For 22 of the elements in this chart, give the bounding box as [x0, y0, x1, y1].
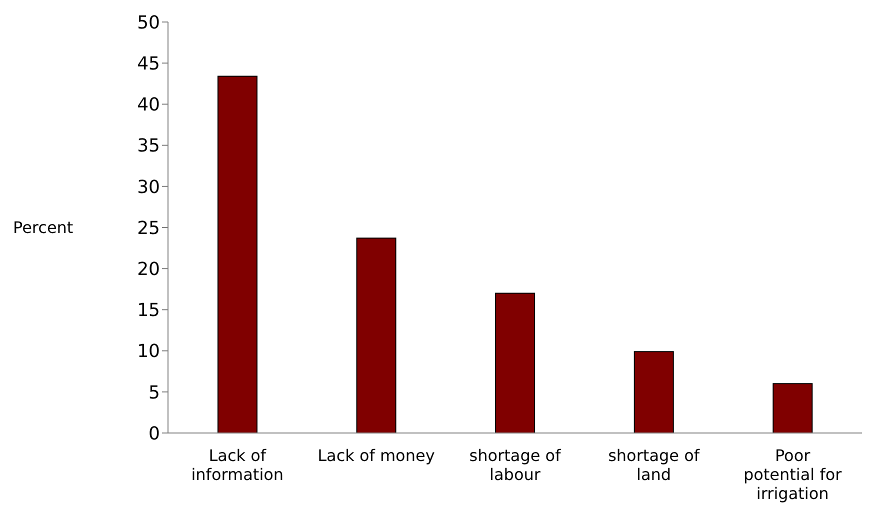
x-tick-label: shortage of land — [608, 446, 700, 484]
y-tick-label: 5 — [148, 382, 160, 404]
y-tick-label: 30 — [137, 176, 160, 198]
x-tick-label: Poor potential for irrigation — [743, 446, 842, 503]
y-tick-label: 40 — [137, 94, 160, 116]
x-tick-label: Lack of information — [191, 446, 284, 484]
y-tick-label: 10 — [137, 341, 160, 362]
y-tick-label: 45 — [137, 53, 160, 74]
y-tick-label: 25 — [137, 218, 160, 239]
y-tick-label: 0 — [148, 423, 160, 444]
bar — [356, 238, 396, 433]
y-tick-label: 50 — [137, 12, 160, 34]
y-axis-title: Percent — [13, 218, 74, 238]
bar — [634, 351, 674, 433]
y-tick-label: 20 — [137, 258, 160, 280]
bar — [772, 383, 813, 433]
bar — [217, 76, 258, 433]
y-tick-label: 15 — [137, 300, 160, 322]
y-tick-label: 35 — [137, 136, 160, 157]
bar — [495, 292, 536, 433]
x-tick-label: Lack of money — [318, 446, 435, 465]
x-tick-label: shortage of labour — [469, 446, 562, 484]
